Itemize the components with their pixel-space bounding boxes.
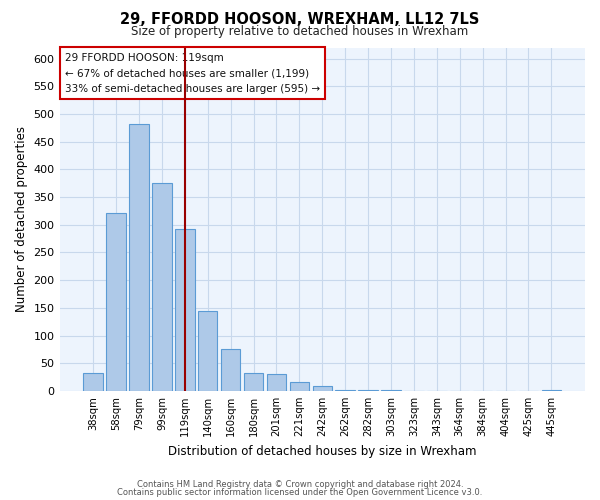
Bar [83,373,103,391]
Bar [129,124,149,391]
Text: Contains HM Land Registry data © Crown copyright and database right 2024.: Contains HM Land Registry data © Crown c… [137,480,463,489]
Bar [358,390,378,391]
Text: 29, FFORDD HOOSON, WREXHAM, LL12 7LS: 29, FFORDD HOOSON, WREXHAM, LL12 7LS [121,12,479,28]
Bar [267,374,286,391]
Bar [244,373,263,391]
Bar [198,310,217,391]
Text: Size of property relative to detached houses in Wrexham: Size of property relative to detached ho… [131,25,469,38]
Bar [290,382,309,391]
Text: Contains public sector information licensed under the Open Government Licence v3: Contains public sector information licen… [118,488,482,497]
Bar [152,183,172,391]
X-axis label: Distribution of detached houses by size in Wrexham: Distribution of detached houses by size … [168,444,476,458]
Bar [381,390,401,391]
Y-axis label: Number of detached properties: Number of detached properties [15,126,28,312]
Bar [106,212,126,391]
Bar [335,390,355,391]
Bar [175,229,194,391]
Bar [542,390,561,391]
Bar [221,350,241,391]
Text: 29 FFORDD HOOSON: 119sqm
← 67% of detached houses are smaller (1,199)
33% of sem: 29 FFORDD HOOSON: 119sqm ← 67% of detach… [65,52,320,94]
Bar [313,386,332,391]
